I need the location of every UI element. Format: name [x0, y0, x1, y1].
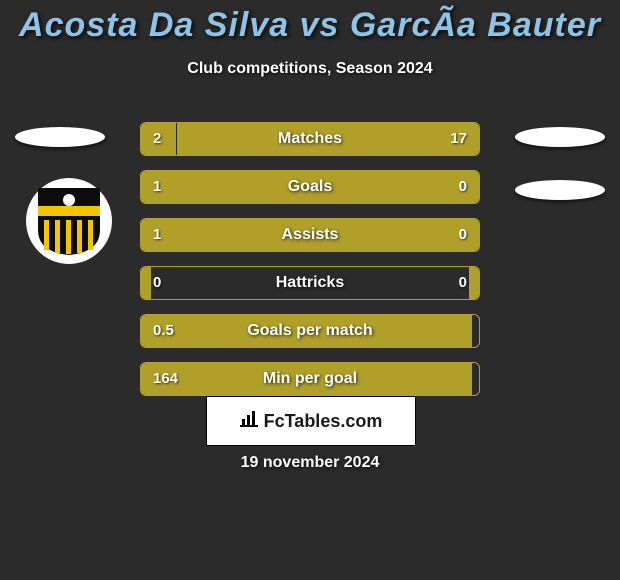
logo-text: FcTables.com — [264, 411, 383, 432]
stat-label: Matches — [141, 123, 479, 155]
stat-row: 00Hattricks — [140, 266, 480, 300]
stat-label: Goals — [141, 171, 479, 203]
right-flag-1-icon — [515, 127, 605, 147]
stat-row: 217Matches — [140, 122, 480, 156]
stat-label: Hattricks — [141, 267, 479, 299]
fctables-logo: FcTables.com — [206, 396, 416, 446]
stats-bars: 217Matches 10Goals 10Assists 00Hattricks 0.5… — [140, 122, 480, 410]
stat-row: 10Goals — [140, 170, 480, 204]
title: Acosta Da Silva vs GarcÃ­a Bauter — [0, 6, 620, 45]
stat-row: 10Assists — [140, 218, 480, 252]
date-text: 19 november 2024 — [0, 454, 620, 472]
stat-row: 164Min per goal — [140, 362, 480, 396]
subtitle: Club competitions, Season 2024 — [0, 60, 620, 78]
right-flag-2-icon — [515, 180, 605, 200]
stat-row: 0.5Goals per match — [140, 314, 480, 348]
infographic-root: Acosta Da Silva vs GarcÃ­a Bauter Club c… — [0, 0, 620, 580]
stat-label: Min per goal — [141, 363, 479, 395]
club-crest-icon — [26, 178, 112, 264]
stat-label: Assists — [141, 219, 479, 251]
chart-icon — [240, 411, 258, 432]
left-flag-icon — [15, 127, 105, 147]
stat-label: Goals per match — [141, 315, 479, 347]
